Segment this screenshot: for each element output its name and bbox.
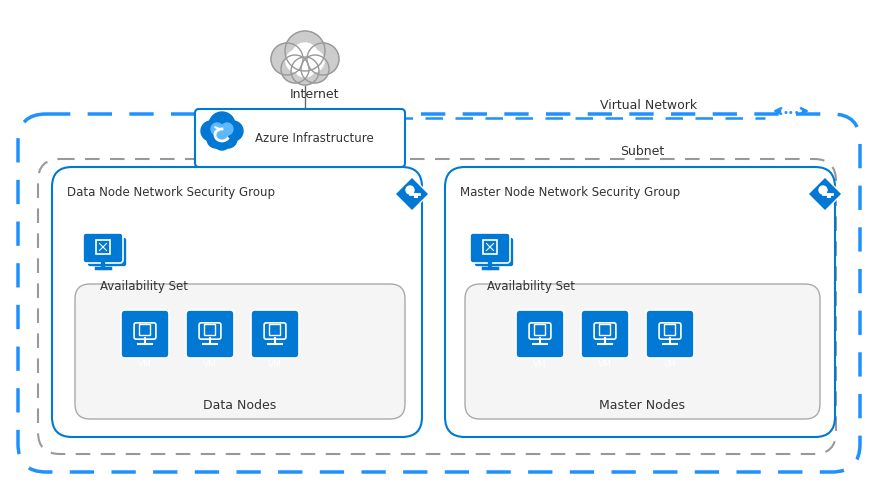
FancyBboxPatch shape <box>75 285 404 419</box>
FancyBboxPatch shape <box>186 310 234 358</box>
Text: Master Node Network Security Group: Master Node Network Security Group <box>460 185 680 199</box>
Circle shape <box>302 51 324 73</box>
Text: Availability Set: Availability Set <box>100 280 188 292</box>
Polygon shape <box>395 178 429 212</box>
FancyBboxPatch shape <box>121 310 168 358</box>
Text: Data Nodes: Data Nodes <box>203 398 276 411</box>
FancyBboxPatch shape <box>445 168 834 437</box>
Text: Data Node Network Security Group: Data Node Network Security Group <box>67 185 275 199</box>
Circle shape <box>221 124 232 136</box>
Circle shape <box>292 44 317 70</box>
Circle shape <box>285 32 324 72</box>
Text: VM: VM <box>138 359 152 368</box>
Circle shape <box>216 129 228 141</box>
Text: Availability Set: Availability Set <box>487 280 574 292</box>
Text: Azure Infrastructure: Azure Infrastructure <box>254 132 374 145</box>
Circle shape <box>218 131 237 149</box>
Text: Subnet: Subnet <box>619 145 664 158</box>
FancyBboxPatch shape <box>52 168 422 437</box>
Circle shape <box>271 44 303 76</box>
Circle shape <box>405 186 414 195</box>
Circle shape <box>210 124 223 136</box>
Circle shape <box>290 58 318 86</box>
Circle shape <box>294 56 316 78</box>
Text: •••: ••• <box>781 108 799 118</box>
FancyBboxPatch shape <box>83 234 123 264</box>
Text: Master Nodes: Master Nodes <box>599 398 685 411</box>
FancyBboxPatch shape <box>474 238 513 267</box>
Text: VM: VM <box>203 359 217 368</box>
Circle shape <box>207 131 225 149</box>
Circle shape <box>223 122 243 142</box>
Text: VM: VM <box>267 359 282 368</box>
Text: VM: VM <box>532 359 546 368</box>
Circle shape <box>209 113 235 139</box>
FancyBboxPatch shape <box>469 234 510 264</box>
Circle shape <box>213 133 231 151</box>
FancyBboxPatch shape <box>645 310 693 358</box>
Circle shape <box>281 56 309 84</box>
Circle shape <box>201 122 221 142</box>
FancyBboxPatch shape <box>581 310 628 358</box>
Polygon shape <box>807 178 841 212</box>
Text: VM: VM <box>662 359 676 368</box>
FancyBboxPatch shape <box>87 238 127 267</box>
FancyBboxPatch shape <box>516 310 563 358</box>
Circle shape <box>301 56 329 84</box>
Text: VM: VM <box>597 359 611 368</box>
FancyBboxPatch shape <box>251 310 299 358</box>
FancyBboxPatch shape <box>195 110 404 168</box>
Circle shape <box>818 186 826 195</box>
Circle shape <box>286 51 308 73</box>
Text: Internet: Internet <box>290 88 339 101</box>
Circle shape <box>307 44 339 76</box>
FancyBboxPatch shape <box>465 285 819 419</box>
Text: Virtual Network: Virtual Network <box>599 99 696 112</box>
